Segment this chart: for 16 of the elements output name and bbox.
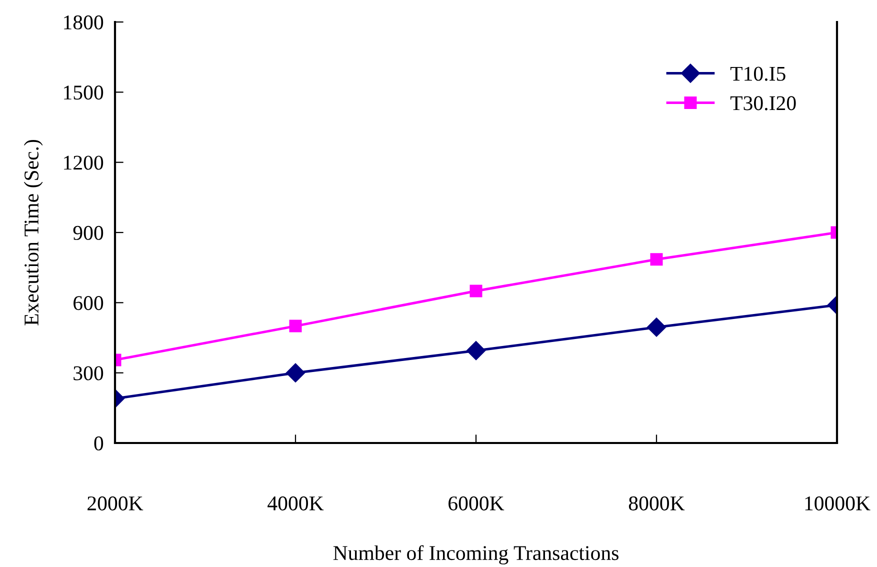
x-tick-label: 4000K <box>268 496 324 510</box>
y-tick-label: 1800 <box>64 15 104 30</box>
y-tick-label: 600 <box>74 296 104 310</box>
x-tick-label: 6000K <box>448 496 504 510</box>
y-tick-label: 900 <box>73 226 104 240</box>
y-axis-title: Execution Time (Sec.) <box>24 140 43 326</box>
y-tick-label: 1200 <box>64 156 104 170</box>
y-tick-label: 300 <box>74 366 104 380</box>
legend-label: T30.I20 <box>730 96 796 110</box>
y-tick-label: 1500 <box>64 86 104 100</box>
x-tick-label: 2000K <box>88 496 144 510</box>
legend-label: T10.I5 <box>730 66 786 81</box>
x-axis-title: Number of Incoming Transactions <box>333 545 618 564</box>
y-tick-label: 0 <box>94 436 104 450</box>
x-tick-label: 10000K <box>805 496 870 510</box>
x-tick-label: 8000K <box>628 496 685 510</box>
